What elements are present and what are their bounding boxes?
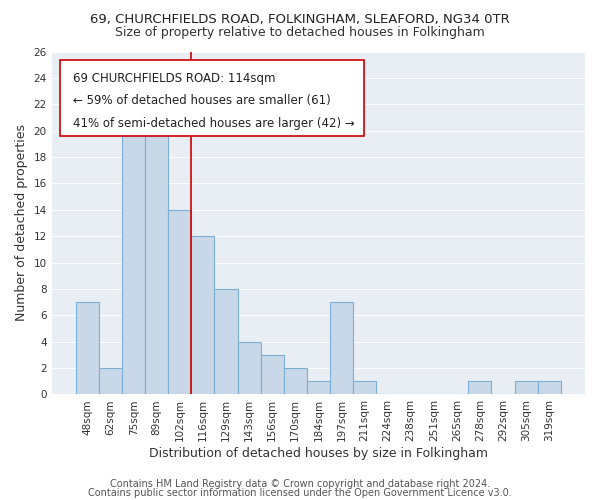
Bar <box>99 368 122 394</box>
Bar <box>214 289 238 395</box>
Bar <box>330 302 353 394</box>
Bar <box>538 382 561 394</box>
Bar <box>284 368 307 394</box>
Bar <box>191 236 214 394</box>
Text: ← 59% of detached houses are smaller (61): ← 59% of detached houses are smaller (61… <box>73 94 331 108</box>
Text: 69 CHURCHFIELDS ROAD: 114sqm: 69 CHURCHFIELDS ROAD: 114sqm <box>73 72 275 85</box>
Bar <box>145 130 168 394</box>
Bar <box>469 382 491 394</box>
Text: 41% of semi-detached houses are larger (42) →: 41% of semi-detached houses are larger (… <box>73 116 355 130</box>
Bar <box>122 118 145 394</box>
Bar <box>238 342 260 394</box>
X-axis label: Distribution of detached houses by size in Folkingham: Distribution of detached houses by size … <box>149 447 488 460</box>
Y-axis label: Number of detached properties: Number of detached properties <box>15 124 28 322</box>
FancyBboxPatch shape <box>59 60 364 136</box>
Bar <box>168 210 191 394</box>
Bar <box>307 382 330 394</box>
Bar <box>353 382 376 394</box>
Text: Size of property relative to detached houses in Folkingham: Size of property relative to detached ho… <box>115 26 485 39</box>
Text: Contains public sector information licensed under the Open Government Licence v3: Contains public sector information licen… <box>88 488 512 498</box>
Bar <box>76 302 99 394</box>
Text: 69, CHURCHFIELDS ROAD, FOLKINGHAM, SLEAFORD, NG34 0TR: 69, CHURCHFIELDS ROAD, FOLKINGHAM, SLEAF… <box>90 12 510 26</box>
Bar <box>515 382 538 394</box>
Text: Contains HM Land Registry data © Crown copyright and database right 2024.: Contains HM Land Registry data © Crown c… <box>110 479 490 489</box>
Bar <box>260 355 284 395</box>
